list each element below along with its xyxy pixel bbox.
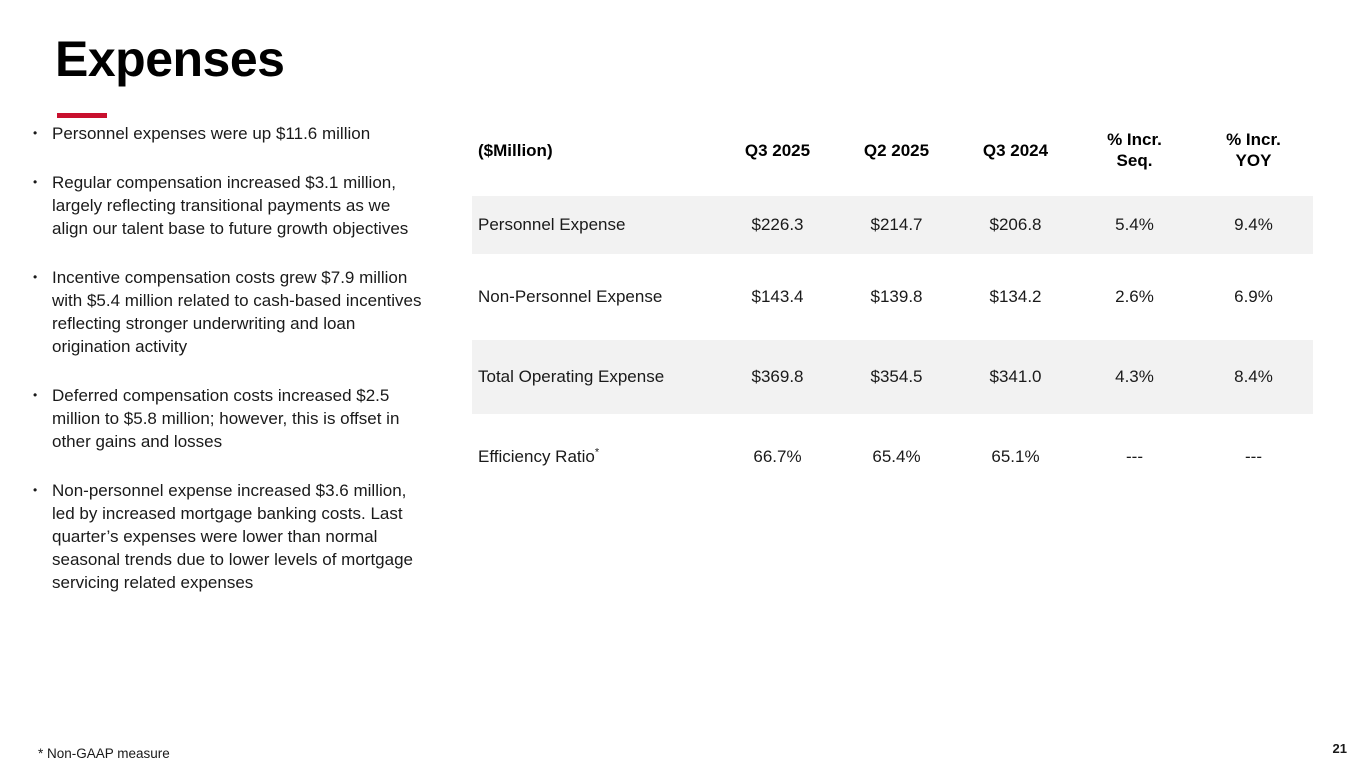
bullet-text: Deferred compensation costs increased $2… bbox=[52, 386, 400, 451]
row-label-text: Personnel Expense bbox=[478, 215, 626, 234]
table-row: Efficiency Ratio* 66.7% 65.4% 65.1% --- … bbox=[472, 428, 1313, 486]
bullet-icon: • bbox=[33, 388, 38, 402]
bullet-item: • Non-personnel expense increased $3.6 m… bbox=[30, 479, 428, 594]
table-cell: $134.2 bbox=[989, 287, 1042, 306]
table-cell: 65.1% bbox=[991, 447, 1040, 466]
table-cell: $139.8 bbox=[870, 287, 923, 306]
table-cell: --- bbox=[1126, 447, 1143, 466]
page-number: 21 bbox=[1332, 741, 1347, 756]
table-cell: 6.9% bbox=[1234, 287, 1273, 306]
column-header-unit: ($Million) bbox=[478, 140, 553, 160]
table-row: Non-Personnel Expense $143.4 $139.8 $134… bbox=[472, 268, 1313, 326]
footnote-marker: * bbox=[594, 446, 600, 459]
column-header-q3-2025: Q3 2025 bbox=[744, 140, 811, 160]
table-row: Total Operating Expense $369.8 $354.5 $3… bbox=[472, 340, 1313, 414]
bullet-item: • Deferred compensation costs increased … bbox=[30, 384, 428, 453]
row-label: Non-Personnel Expense bbox=[472, 287, 718, 307]
bullet-text: Incentive compensation costs grew $7.9 m… bbox=[52, 268, 422, 356]
table-cell: $214.7 bbox=[870, 215, 923, 234]
row-label: Personnel Expense bbox=[472, 215, 718, 235]
bullet-item: • Regular compensation increased $3.1 mi… bbox=[30, 171, 428, 240]
table-cell: $369.8 bbox=[751, 367, 804, 386]
row-label: Total Operating Expense bbox=[472, 367, 718, 387]
footnote: * Non-GAAP measure bbox=[38, 746, 170, 761]
table-cell: 65.4% bbox=[872, 447, 921, 466]
column-header-incr-yoy: % Incr. YOY bbox=[1226, 130, 1281, 170]
table-cell: $206.8 bbox=[989, 215, 1042, 234]
bullet-icon: • bbox=[33, 175, 38, 189]
table-row: Personnel Expense $226.3 $214.7 $206.8 5… bbox=[472, 196, 1313, 254]
row-label-text: Efficiency Ratio bbox=[478, 447, 595, 466]
column-header-q3-2024: Q3 2024 bbox=[982, 140, 1049, 160]
table-cell: $226.3 bbox=[751, 215, 804, 234]
table-cell: 9.4% bbox=[1234, 215, 1273, 234]
bullet-text: Non-personnel expense increased $3.6 mil… bbox=[52, 481, 413, 592]
bullet-text: Regular compensation increased $3.1 mill… bbox=[52, 173, 409, 238]
table-cell: --- bbox=[1245, 447, 1262, 466]
bullet-icon: • bbox=[33, 126, 38, 140]
row-label: Efficiency Ratio* bbox=[472, 447, 718, 467]
table-cell: $341.0 bbox=[989, 367, 1042, 386]
bullet-list: • Personnel expenses were up $11.6 milli… bbox=[30, 122, 428, 620]
bullet-item: • Incentive compensation costs grew $7.9… bbox=[30, 266, 428, 358]
bullet-icon: • bbox=[33, 270, 38, 284]
table-cell: 5.4% bbox=[1115, 215, 1154, 234]
bullet-text: Personnel expenses were up $11.6 million bbox=[52, 124, 371, 143]
table-cell: $354.5 bbox=[870, 367, 923, 386]
row-label-text: Total Operating Expense bbox=[478, 367, 665, 386]
table-cell: 4.3% bbox=[1115, 367, 1154, 386]
title-accent-bar bbox=[57, 113, 107, 118]
page-title: Expenses bbox=[55, 31, 285, 87]
table-header-row: ($Million) Q3 2025 Q2 2025 Q3 2024 % Inc… bbox=[472, 118, 1313, 182]
column-header-q2-2025: Q2 2025 bbox=[863, 140, 930, 160]
table-cell: 66.7% bbox=[753, 447, 802, 466]
row-label-text: Non-Personnel Expense bbox=[478, 287, 663, 306]
expense-table: ($Million) Q3 2025 Q2 2025 Q3 2024 % Inc… bbox=[472, 118, 1313, 486]
table-cell: $143.4 bbox=[751, 287, 804, 306]
table-cell: 2.6% bbox=[1115, 287, 1154, 306]
bullet-icon: • bbox=[33, 483, 38, 497]
bullet-item: • Personnel expenses were up $11.6 milli… bbox=[30, 122, 428, 145]
table-cell: 8.4% bbox=[1234, 367, 1273, 386]
column-header-incr-seq: % Incr. Seq. bbox=[1107, 130, 1162, 170]
